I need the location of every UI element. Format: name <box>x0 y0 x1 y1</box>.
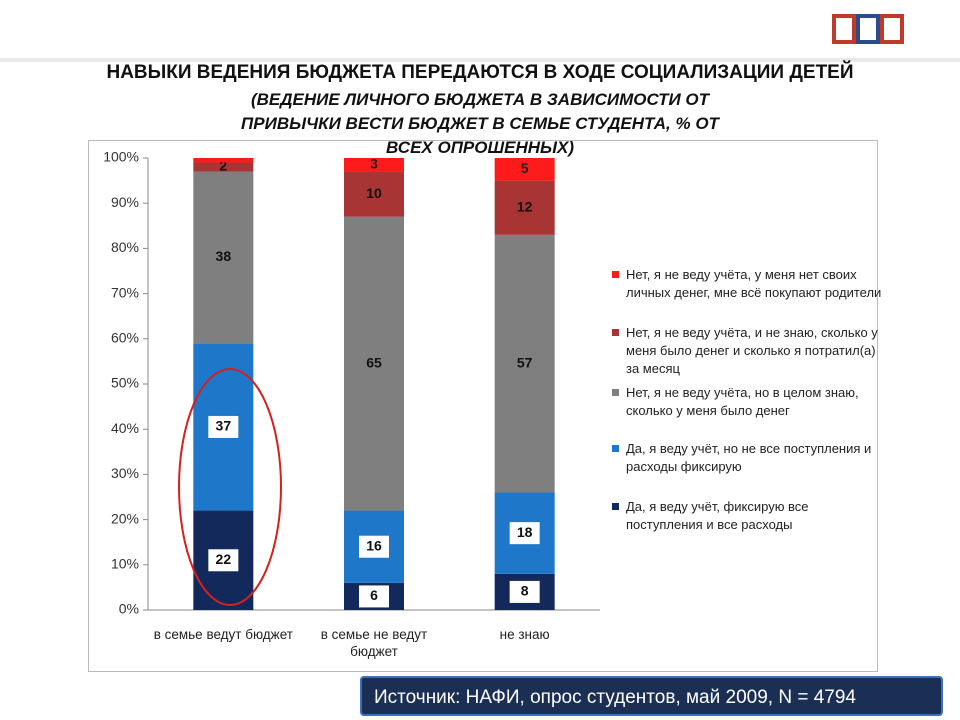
data-label: 10 <box>366 185 382 201</box>
logo <box>832 14 904 44</box>
legend-swatch <box>612 329 619 336</box>
bar-segment <box>494 180 555 235</box>
bar-segment <box>344 216 404 511</box>
data-label: 8 <box>521 583 529 599</box>
logo-shape <box>880 14 904 44</box>
data-label-box <box>359 585 389 608</box>
data-label: 3 <box>370 155 378 171</box>
y-tick-label: 30% <box>111 465 139 481</box>
data-label-box <box>509 522 540 545</box>
y-tick-label: 70% <box>111 284 139 300</box>
legend-item: Нет, я не веду учёта, и не знаю, сколько… <box>612 324 888 378</box>
logo-shape <box>856 14 880 44</box>
y-tick-label: 60% <box>111 330 139 346</box>
bar-segment <box>494 158 555 181</box>
x-tick-label: в семье не ведут бюджет <box>320 627 428 659</box>
data-label: 22 <box>216 551 232 567</box>
chart-frame <box>88 140 878 672</box>
bar-segment <box>344 171 404 217</box>
bar-segment <box>193 158 254 163</box>
y-tick-label: 0% <box>119 601 139 617</box>
data-label: 16 <box>366 537 382 553</box>
legend-swatch <box>612 271 619 278</box>
y-tick-label: 20% <box>111 510 139 526</box>
data-label-box <box>208 415 239 438</box>
y-tick-label: 10% <box>111 556 139 572</box>
data-label: 37 <box>216 418 232 434</box>
chart-title: НАВЫКИ ВЕДЕНИЯ БЮДЖЕТА ПЕРЕДАЮТСЯ В ХОДЕ… <box>106 62 854 83</box>
bar-segment <box>494 234 555 493</box>
legend-swatch <box>612 503 619 510</box>
x-tick-label: не знаю <box>499 627 550 642</box>
data-label-box <box>359 535 389 558</box>
y-tick-label: 40% <box>111 420 139 436</box>
header-band <box>0 58 960 62</box>
data-label: 5 <box>521 160 529 176</box>
logo-shape <box>832 14 856 44</box>
highlight-ellipse <box>178 368 282 606</box>
y-tick-label: 50% <box>111 375 139 391</box>
bar-segment <box>344 158 404 172</box>
data-label-box <box>509 580 540 603</box>
chart-subtitle: (ВЕДЕНИЕ ЛИЧНОГО БЮДЖЕТА В ЗАВИСИМОСТИ О… <box>241 90 719 157</box>
data-label: 12 <box>517 198 533 214</box>
legend-item: Да, я веду учёт, фиксирую все поступлени… <box>612 498 888 534</box>
data-label: 38 <box>216 248 232 264</box>
legend-item: Да, я веду учёт, но не все поступления и… <box>612 440 888 476</box>
legend-swatch <box>612 389 619 396</box>
x-tick-label: в семье ведут бюджет <box>153 627 293 642</box>
legend-swatch <box>612 445 619 452</box>
y-tick-label: 90% <box>111 194 139 210</box>
data-label-box <box>208 549 239 572</box>
bar-segment <box>193 162 254 172</box>
source-note: Источник: НАФИ, опрос студентов, май 200… <box>360 676 943 716</box>
legend-item: Нет, я не веду учёта, у меня нет своих л… <box>612 266 888 302</box>
data-label: 57 <box>517 354 533 370</box>
data-label: 2 <box>219 158 227 174</box>
y-tick-label: 100% <box>103 149 139 165</box>
legend-item: Нет, я не веду учёта, но в целом знаю, с… <box>612 384 888 420</box>
y-tick-label: 80% <box>111 239 139 255</box>
data-label: 65 <box>366 354 382 370</box>
data-label: 6 <box>370 587 378 603</box>
bar-segment <box>193 171 254 344</box>
data-label: 18 <box>517 524 533 540</box>
